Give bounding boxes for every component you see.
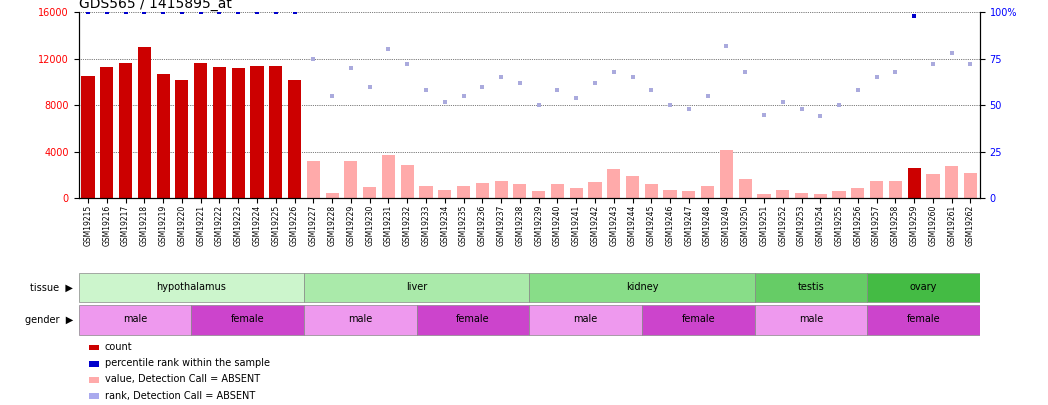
Text: testis: testis [798,282,825,292]
Bar [457,185,471,198]
Bar [570,188,583,198]
Text: value, Detection Call = ABSENT: value, Detection Call = ABSENT [105,375,260,384]
Bar [82,76,94,198]
Bar [532,192,545,198]
Bar [720,149,733,198]
Bar [137,47,151,198]
Bar [269,66,282,198]
Bar [889,181,902,198]
Bar [851,188,865,198]
Bar [832,192,846,198]
Bar [663,190,677,198]
FancyBboxPatch shape [304,273,529,302]
Text: rank, Detection Call = ABSENT: rank, Detection Call = ABSENT [105,391,255,401]
Bar [119,64,132,198]
Text: female: female [681,314,715,324]
Bar [607,169,620,198]
Bar [326,193,339,198]
FancyBboxPatch shape [755,305,868,335]
Bar [307,161,320,198]
Text: percentile rank within the sample: percentile rank within the sample [105,358,269,368]
Bar [175,80,189,198]
FancyBboxPatch shape [304,305,417,335]
FancyBboxPatch shape [868,305,980,335]
Bar [682,192,696,198]
Bar [363,187,376,198]
Text: GDS565 / 1415895_at: GDS565 / 1415895_at [79,0,232,11]
Bar [758,194,770,198]
FancyBboxPatch shape [868,273,980,302]
Bar [213,67,226,198]
FancyBboxPatch shape [529,305,641,335]
Bar [870,181,883,198]
Text: liver: liver [406,282,428,292]
Text: female: female [907,314,940,324]
Text: male: male [348,314,372,324]
Text: kidney: kidney [626,282,658,292]
FancyBboxPatch shape [79,273,304,302]
Bar [908,168,921,198]
Bar [588,182,602,198]
Text: count: count [105,342,132,352]
Text: hypothalamus: hypothalamus [156,282,226,292]
FancyBboxPatch shape [417,305,529,335]
Bar [419,185,433,198]
Text: male: male [123,314,147,324]
Bar [288,80,301,198]
Bar [476,183,488,198]
Bar [945,166,958,198]
Bar [551,185,564,198]
FancyBboxPatch shape [529,273,755,302]
FancyBboxPatch shape [641,305,755,335]
Bar [101,67,113,198]
Bar [645,185,658,198]
Bar [739,179,751,198]
Bar [777,190,789,198]
Text: male: male [799,314,823,324]
Bar [250,66,263,198]
Bar [438,190,452,198]
Text: gender  ▶: gender ▶ [25,315,73,325]
Bar [194,64,208,198]
Bar [964,173,977,198]
Bar [156,74,170,198]
Bar [813,194,827,198]
Bar [381,156,395,198]
Bar [345,161,357,198]
FancyBboxPatch shape [755,273,868,302]
Text: ovary: ovary [910,282,937,292]
Bar [795,193,808,198]
Text: female: female [231,314,264,324]
FancyBboxPatch shape [79,305,191,335]
Bar [232,68,245,198]
Text: male: male [573,314,597,324]
Bar [495,181,507,198]
Text: tissue  ▶: tissue ▶ [30,283,73,292]
Bar [400,165,414,198]
Text: female: female [456,314,489,324]
Bar [514,185,526,198]
Bar [926,174,939,198]
Bar [701,185,714,198]
Bar [626,176,639,198]
FancyBboxPatch shape [191,305,304,335]
